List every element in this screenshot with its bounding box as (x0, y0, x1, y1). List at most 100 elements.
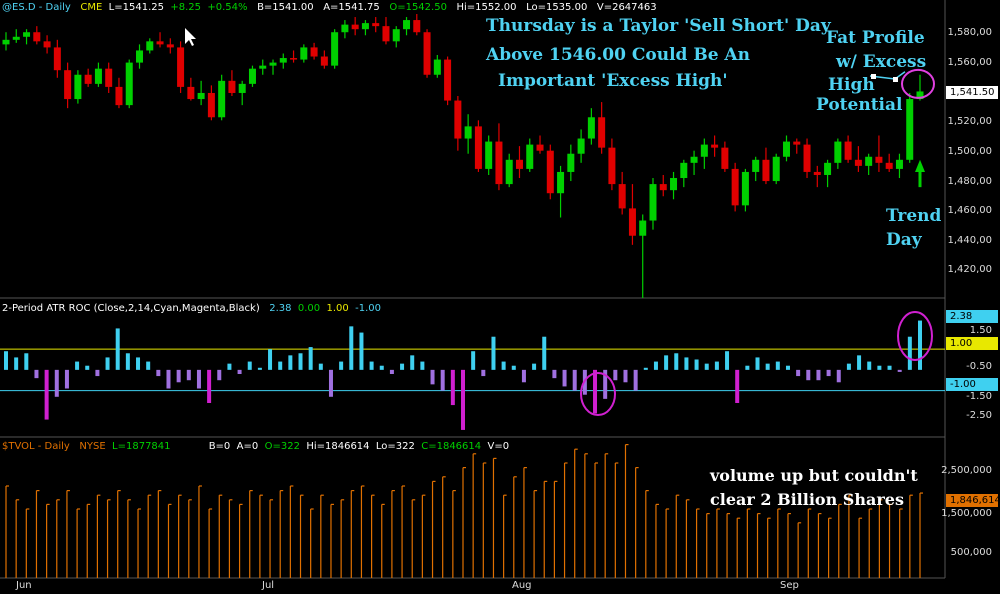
tvol-close: C=1846614 (421, 441, 482, 452)
volume-badge: 1,846,614 (946, 494, 1000, 507)
candle-body (854, 159, 862, 166)
atr-bar (105, 357, 110, 370)
candle-body (351, 24, 359, 30)
atr-bar (227, 363, 232, 370)
tvol-open: O=322 (264, 441, 300, 452)
candle-body (444, 59, 452, 101)
annotation-above-level: Above 1546.00 Could Be An (486, 45, 750, 65)
atr-bar (217, 369, 222, 381)
candle-body (628, 208, 636, 236)
atr-bar (897, 369, 902, 372)
candle-body (680, 162, 688, 179)
atr-bar (745, 365, 750, 370)
atr-bar (816, 369, 821, 381)
tvol-high: Hi=1846614 (306, 441, 370, 452)
candle-body (94, 68, 102, 84)
atr-bar (775, 361, 780, 370)
price-tick: 1,560,00 (947, 57, 992, 68)
atr-bar (278, 361, 283, 370)
candle-body (639, 220, 647, 236)
atr-bar (389, 369, 394, 374)
annotation-high: High (828, 75, 875, 95)
candle-body (187, 86, 195, 100)
atr-bar (593, 369, 598, 414)
candle-body (875, 156, 883, 163)
atr-bar (511, 365, 516, 370)
candle-body (320, 56, 328, 66)
candle-body (238, 83, 246, 93)
atr-tick: -2.50 (966, 410, 992, 421)
candle-body (166, 44, 174, 48)
x-label-sep: Sep (780, 580, 799, 591)
atr-bar (877, 365, 882, 370)
atr-zero: 0.00 (297, 303, 321, 314)
candle-body (146, 41, 154, 51)
atr-bar (257, 367, 262, 370)
candle-body (670, 178, 678, 191)
atr-bar (704, 363, 709, 370)
open-price: O=1542.50 (389, 2, 447, 13)
candle-body (546, 150, 554, 194)
atr-bar (146, 361, 151, 370)
candle-body (300, 47, 308, 60)
atr-low-circle (580, 372, 616, 416)
candle-body (485, 141, 493, 169)
candle-body (84, 74, 92, 84)
volume-value: V=2647463 (596, 2, 657, 13)
candle-body (824, 162, 832, 175)
atr-bar (725, 351, 730, 370)
atr-panel-header: 2-Period ATR ROC (Close,2,14,Cyan,Magent… (2, 303, 381, 314)
atr-bar (552, 369, 557, 379)
excess-high-circle (901, 68, 935, 99)
candle-body (834, 141, 842, 163)
atr-bar (562, 369, 567, 387)
atr-bar (166, 369, 171, 389)
candle-body (259, 65, 267, 69)
candle-body (218, 80, 226, 118)
last-price: L=1541.25 (108, 2, 164, 13)
candle-body (536, 144, 544, 151)
candle-body (690, 156, 698, 163)
atr-bar (887, 365, 892, 370)
annotation-trend: Trend (886, 206, 942, 226)
candle-body (341, 24, 349, 33)
atr-bar (796, 369, 801, 377)
atr-bar (186, 369, 191, 381)
atr-bar (34, 369, 39, 379)
atr-tick: -0.50 (966, 361, 992, 372)
candle-body (269, 62, 277, 66)
candle-body (711, 144, 719, 148)
price-tick: 1,460,00 (947, 205, 992, 216)
atr-bar (207, 369, 212, 403)
x-label-aug: Aug (512, 580, 532, 591)
candle-body (136, 50, 144, 63)
candle-body (197, 92, 205, 100)
annotation-w-excess: w/ Excess (836, 52, 927, 72)
atr-bar (247, 361, 252, 370)
atr-bar (420, 361, 425, 370)
candle-body (64, 70, 72, 100)
atr-bar (491, 336, 496, 370)
price-tick: 1,420,00 (947, 264, 992, 275)
atr-bar (379, 365, 384, 370)
candle-body (290, 58, 298, 60)
candle-body (916, 91, 924, 100)
candle-body (844, 141, 852, 160)
atr-value: 2.38 (269, 303, 292, 314)
candle-body (608, 147, 616, 185)
candle-body (659, 184, 667, 191)
atr-bar (694, 359, 699, 370)
atr-bar (450, 369, 455, 406)
atr-bar (400, 363, 405, 370)
candle-body (433, 59, 441, 75)
atr-bar (521, 369, 526, 383)
annotation-potential: Potential (816, 95, 903, 115)
atr-bar (826, 369, 831, 377)
atr-bar (714, 361, 719, 370)
symbol-label: @ES.D - Daily (2, 2, 71, 13)
tvol-ask: A=0 (236, 441, 259, 452)
atr-bar (907, 336, 912, 370)
price-tick: 1,440,00 (947, 235, 992, 246)
candle-body (587, 117, 595, 139)
atr-bar (572, 369, 577, 391)
